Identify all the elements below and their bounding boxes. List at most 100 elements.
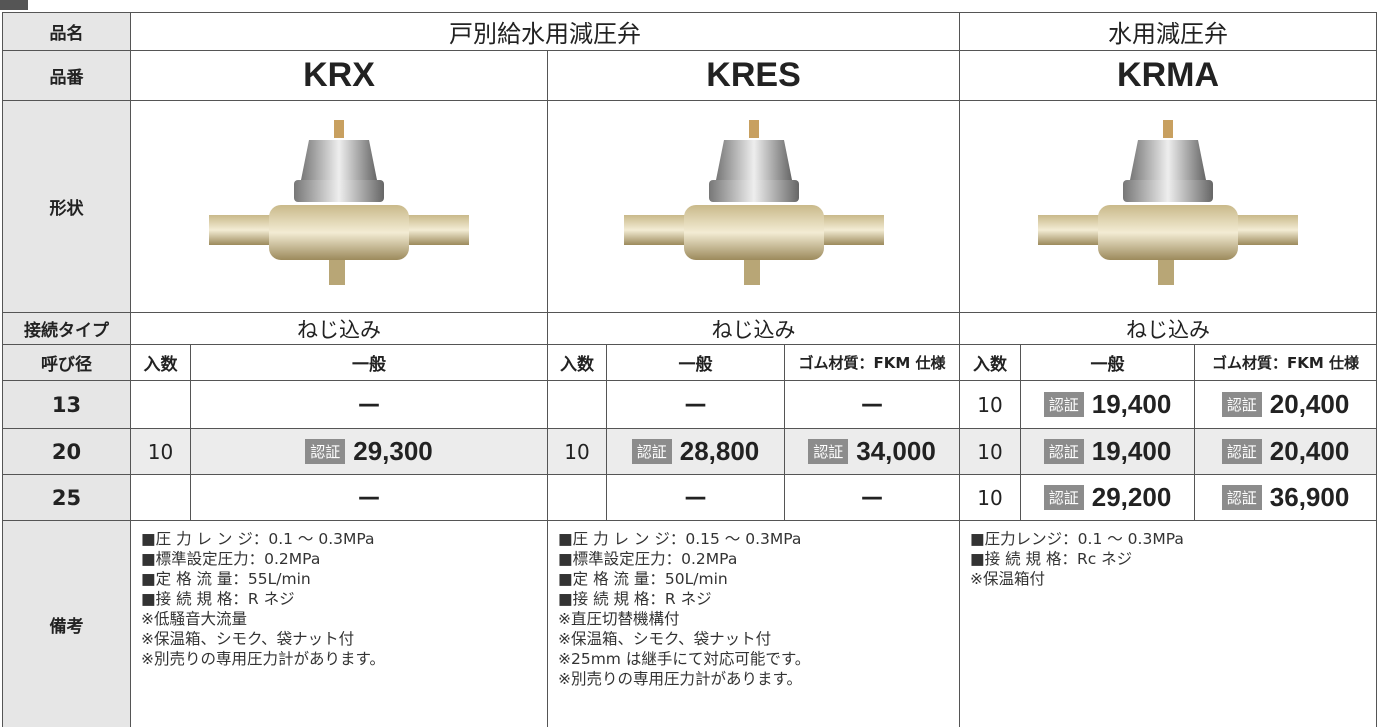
column-header: 入数 <box>130 344 191 381</box>
column-header: 入数 <box>547 344 607 381</box>
model-name: KRES <box>546 50 961 101</box>
note-line: ※直圧切替機構付 <box>558 610 680 628</box>
product-group: 戸別給水用減圧弁 <box>129 12 961 51</box>
dash: — <box>358 485 380 510</box>
quantity: 10 <box>977 392 1003 417</box>
column-header: 一般 <box>190 344 548 381</box>
note-line: ※保温箱、シモク、袋ナット付 <box>558 630 772 648</box>
value-cell: — <box>783 380 961 429</box>
value-cell: 10 <box>959 428 1022 475</box>
size-label: 13 <box>2 380 131 429</box>
dash: — <box>358 392 380 417</box>
value-cell: — <box>606 474 785 521</box>
notes-cell: ■圧 力 レ ン ジ：0.15 ～ 0.3MPa ■標準設定圧力：0.2MPa ■定… <box>546 520 961 727</box>
price-cell: 認証 28,800 <box>606 428 785 475</box>
spec-table: 品名 戸別給水用減圧弁 水用減圧弁 品番 KRX KRES KRMA 形状 接続タイプ ねじ込み… <box>2 12 1378 727</box>
note-line: ■定 格 流 量：50L/min <box>558 570 728 588</box>
note-line: ■標準設定圧力：0.2MPa <box>558 550 738 568</box>
quantity: 10 <box>147 439 174 464</box>
price: 19,400 <box>1091 436 1172 466</box>
dash: — <box>684 485 707 510</box>
row-label: 形状 <box>2 100 131 313</box>
price-cell: 認証 36,900 <box>1194 474 1378 521</box>
column-header: 一般 <box>1020 344 1196 381</box>
cert-badge: 認証 <box>1043 485 1084 510</box>
note-line: ※別売りの専用圧力計があります。 <box>558 670 802 688</box>
price: 28,800 <box>679 436 760 466</box>
note-line: ■圧 力 レ ン ジ：0.15 ～ 0.3MPa <box>558 530 802 548</box>
table-row: 接続タイプ ねじ込み ねじ込み ねじ込み <box>2 312 1378 345</box>
price-cell: 認証 20,400 <box>1194 428 1378 475</box>
dash: — <box>861 485 884 510</box>
model-name: KRMA <box>959 50 1378 101</box>
notes-cell: ■圧 力 レ ン ジ：0.1 ～ 0.3MPa ■標準設定圧力：0.2MPa ■定 … <box>130 520 548 727</box>
price-cell: 認証 29,200 <box>1020 474 1196 521</box>
connection-type: ねじ込み <box>130 312 548 345</box>
cert-badge: 認証 <box>305 439 346 464</box>
table-row: 呼び径 入数 一般 入数 一般 ゴム材質：FKM 仕様 入数 一般 ゴム材質：FKM 仕様 <box>2 344 1378 381</box>
table-row: 形状 <box>2 100 1378 313</box>
row-label: 品番 <box>2 50 131 101</box>
note-line: ■定 格 流 量：55L/min <box>141 570 311 588</box>
table-row: 13 — — — 10 認証 19,400 認証 20,400 <box>2 380 1378 429</box>
value-cell: 10 <box>130 428 191 475</box>
value-cell: — <box>190 380 548 429</box>
model-name: KRX <box>130 50 548 101</box>
table-row: 品名 戸別給水用減圧弁 水用減圧弁 <box>2 12 1378 51</box>
connection-type: ねじ込み <box>546 312 961 345</box>
quantity: 10 <box>564 439 590 464</box>
value-cell: — <box>606 380 785 429</box>
corner-tab <box>0 0 28 10</box>
dash: — <box>861 392 884 417</box>
note-line: ※保温箱、シモク、袋ナット付 <box>141 630 355 648</box>
price-cell: 認証 20,400 <box>1194 380 1378 429</box>
price: 19,400 <box>1091 389 1172 419</box>
valve-image <box>1038 119 1299 285</box>
table-row: 品番 KRX KRES KRMA <box>2 50 1378 101</box>
empty-cell <box>547 474 607 521</box>
row-label: 品名 <box>2 12 131 51</box>
table-row: 備考 ■圧 力 レ ン ジ：0.1 ～ 0.3MPa ■標準設定圧力：0.2MPa ■… <box>2 520 1378 727</box>
cert-badge: 認証 <box>1221 392 1262 417</box>
price-cell: 認証 19,400 <box>1020 380 1196 429</box>
table-row: 20 10 認証 29,300 10 認証 28,800 認証 34,000 10 認証 19,400… <box>2 428 1378 475</box>
value-cell: — <box>190 474 548 521</box>
empty-cell <box>130 380 191 429</box>
column-header: ゴム材質：FKM 仕様 <box>783 344 961 381</box>
column-header: ゴム材質：FKM 仕様 <box>1194 344 1378 381</box>
value-cell: 10 <box>959 380 1022 429</box>
price: 36,900 <box>1269 482 1350 512</box>
cert-badge: 認証 <box>808 439 849 464</box>
product-image <box>959 100 1378 313</box>
row-label: 備考 <box>2 520 131 727</box>
table-row: 25 — — — 10 認証 29,200 認証 36,900 <box>2 474 1378 521</box>
empty-cell <box>130 474 191 521</box>
quantity: 10 <box>977 485 1003 510</box>
row-label: 接続タイプ <box>2 312 131 345</box>
cert-badge: 認証 <box>1221 485 1262 510</box>
product-image <box>130 100 548 313</box>
value-cell: — <box>783 474 961 521</box>
valve-image <box>209 119 469 285</box>
note-line: ■圧力レンジ：0.1 ～ 0.3MPa <box>970 530 1184 548</box>
price-cell: 認証 29,300 <box>190 428 548 475</box>
size-label: 20 <box>2 428 131 475</box>
note-line: ※別売りの専用圧力計があります。 <box>141 650 385 668</box>
note-line: ※低騒音大流量 <box>141 610 247 628</box>
cert-badge: 認証 <box>631 439 672 464</box>
notes-cell: ■圧力レンジ：0.1 ～ 0.3MPa ■接 続 規 格：Rc ネジ ※保温箱付 <box>959 520 1378 727</box>
note-line: ■接 続 規 格：Rc ネジ <box>970 550 1133 568</box>
product-image <box>546 100 961 313</box>
note-line: ■標準設定圧力：0.2MPa <box>141 550 321 568</box>
price: 29,300 <box>353 436 433 466</box>
price: 34,000 <box>856 436 936 466</box>
note-line: ■接 続 規 格：R ネジ <box>558 590 712 608</box>
value-cell: 10 <box>547 428 607 475</box>
size-label: 25 <box>2 474 131 521</box>
row-label: 呼び径 <box>2 344 131 381</box>
dash: — <box>684 392 707 417</box>
connection-type: ねじ込み <box>959 312 1378 345</box>
quantity: 10 <box>977 439 1003 464</box>
cert-badge: 認証 <box>1043 439 1084 464</box>
